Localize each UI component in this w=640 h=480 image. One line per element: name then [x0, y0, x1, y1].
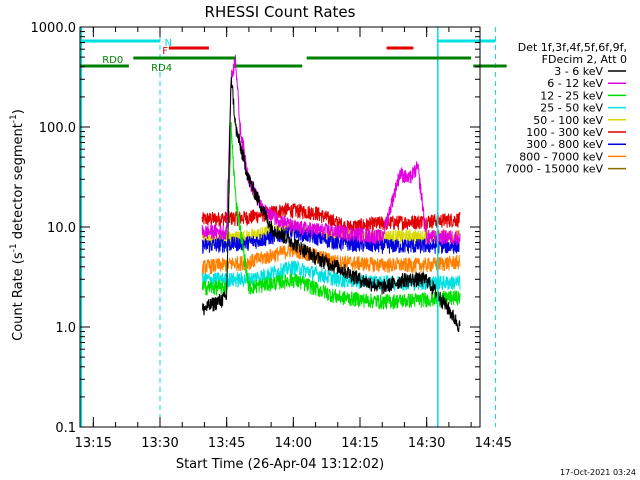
legend-label-4: 50 - 100 keV [533, 114, 603, 127]
plot-area: NF RD0 RD4 [80, 27, 507, 427]
flag-label-rd0: RD0 [102, 55, 123, 66]
series-line-5 [201, 121, 461, 310]
x-tick-label-3: 14:00 [275, 436, 312, 451]
legend-label-7: 800 - 7000 keV [519, 150, 603, 163]
x-tick-label-6: 14:45 [475, 436, 512, 451]
y-tick-label-3: 100.0 [39, 121, 76, 136]
y-label-exp: -1 [9, 243, 19, 252]
y-tick-label-1: 1.0 [55, 321, 76, 336]
y-tick-label-4: 1000.0 [31, 21, 77, 36]
axes: 0.1 1.0 10.0 100.0 1000.0 13:15 13:30 13:45 14:0… [31, 21, 513, 451]
y-label-exp2: -1 [9, 114, 19, 123]
x-tick-label-4: 14:15 [341, 436, 378, 451]
legend-label-1: 6 - 12 keV [547, 77, 603, 90]
x-tick-label-1: 13:30 [141, 436, 178, 451]
x-axis-label: Start Time (26-Apr-04 13:12:02) [176, 457, 384, 472]
legend-label-0: 3 - 6 keV [554, 65, 603, 78]
y-label-rest: detector segment [11, 123, 26, 243]
series-line-7 [201, 77, 461, 333]
y-label-main: Count Rate (s [11, 252, 26, 341]
flag-label-n: N [164, 38, 171, 49]
timestamp: 17-Oct-2021 03:24 [560, 468, 636, 477]
legend-label-2: 12 - 25 keV [540, 89, 603, 102]
x-tick-label-0: 13:15 [75, 436, 112, 451]
flag-label-f: F [162, 46, 168, 57]
legend: Det 1f,3f,4f,5f,6f,9f, FDecim 2, Att 0 3… [505, 41, 627, 176]
x-tick-label-5: 14:30 [408, 436, 445, 451]
series-line-2 [201, 224, 461, 255]
series-line-0 [201, 202, 461, 235]
legend-label-5: 100 - 300 keV [526, 126, 603, 139]
x-tick-label-2: 13:45 [208, 436, 245, 451]
y-tick-label-0: 0.1 [55, 421, 76, 436]
legend-header-2: FDecim 2, Att 0 [542, 53, 627, 66]
flag-label-rd4: RD4 [151, 63, 172, 74]
legend-header-1: Det 1f,3f,4f,5f,6f,9f, [518, 41, 627, 54]
y-tick-label-2: 10.0 [47, 221, 76, 236]
chart-title: RHESSI Count Rates [205, 3, 356, 21]
legend-label-3: 25 - 50 keV [540, 102, 603, 115]
legend-label-6: 300 - 800 keV [526, 138, 603, 151]
y-label-end: ) [11, 109, 26, 114]
legend-label-8: 7000 - 15000 keV [505, 163, 603, 176]
y-axis-label: Count Rate (s-1 detector segment-1) [9, 109, 26, 341]
